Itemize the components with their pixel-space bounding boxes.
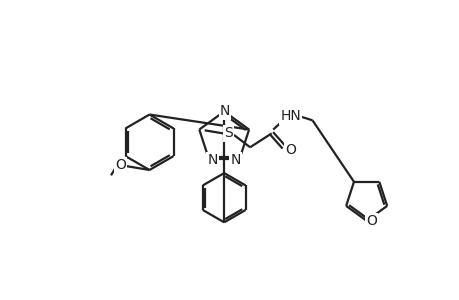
Text: O: O <box>285 143 296 157</box>
Text: O: O <box>365 214 376 228</box>
Text: N: N <box>230 153 241 167</box>
Text: N: N <box>219 104 230 118</box>
Text: N: N <box>207 153 218 167</box>
Text: S: S <box>224 126 232 140</box>
Text: O: O <box>115 158 125 172</box>
Text: HN: HN <box>280 110 301 124</box>
